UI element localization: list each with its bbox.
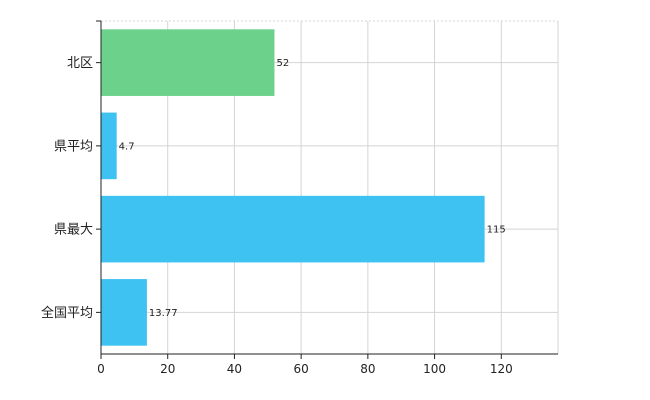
x-tick-label: 100 — [423, 362, 446, 376]
x-tick-label: 120 — [490, 362, 513, 376]
x-tick-label: 80 — [360, 362, 375, 376]
bar — [101, 112, 117, 180]
category-label: 北区 — [67, 56, 93, 71]
data-label: 115 — [487, 225, 506, 236]
category-label: 県平均 — [54, 139, 93, 154]
axes — [96, 20, 558, 359]
bar — [101, 195, 485, 263]
x-tick-label: 40 — [227, 362, 242, 376]
x-tick-label: 0 — [97, 362, 105, 376]
bars — [101, 29, 485, 346]
bar — [101, 279, 147, 346]
data-label: 4.7 — [119, 141, 135, 152]
data-label: 13.77 — [149, 308, 178, 319]
bar — [101, 29, 275, 96]
x-tick-label: 20 — [160, 362, 175, 376]
x-tick-label: 60 — [294, 362, 309, 376]
category-label: 県最大 — [54, 223, 93, 238]
category-label: 全国平均 — [41, 305, 93, 321]
data-label: 52 — [276, 58, 289, 69]
